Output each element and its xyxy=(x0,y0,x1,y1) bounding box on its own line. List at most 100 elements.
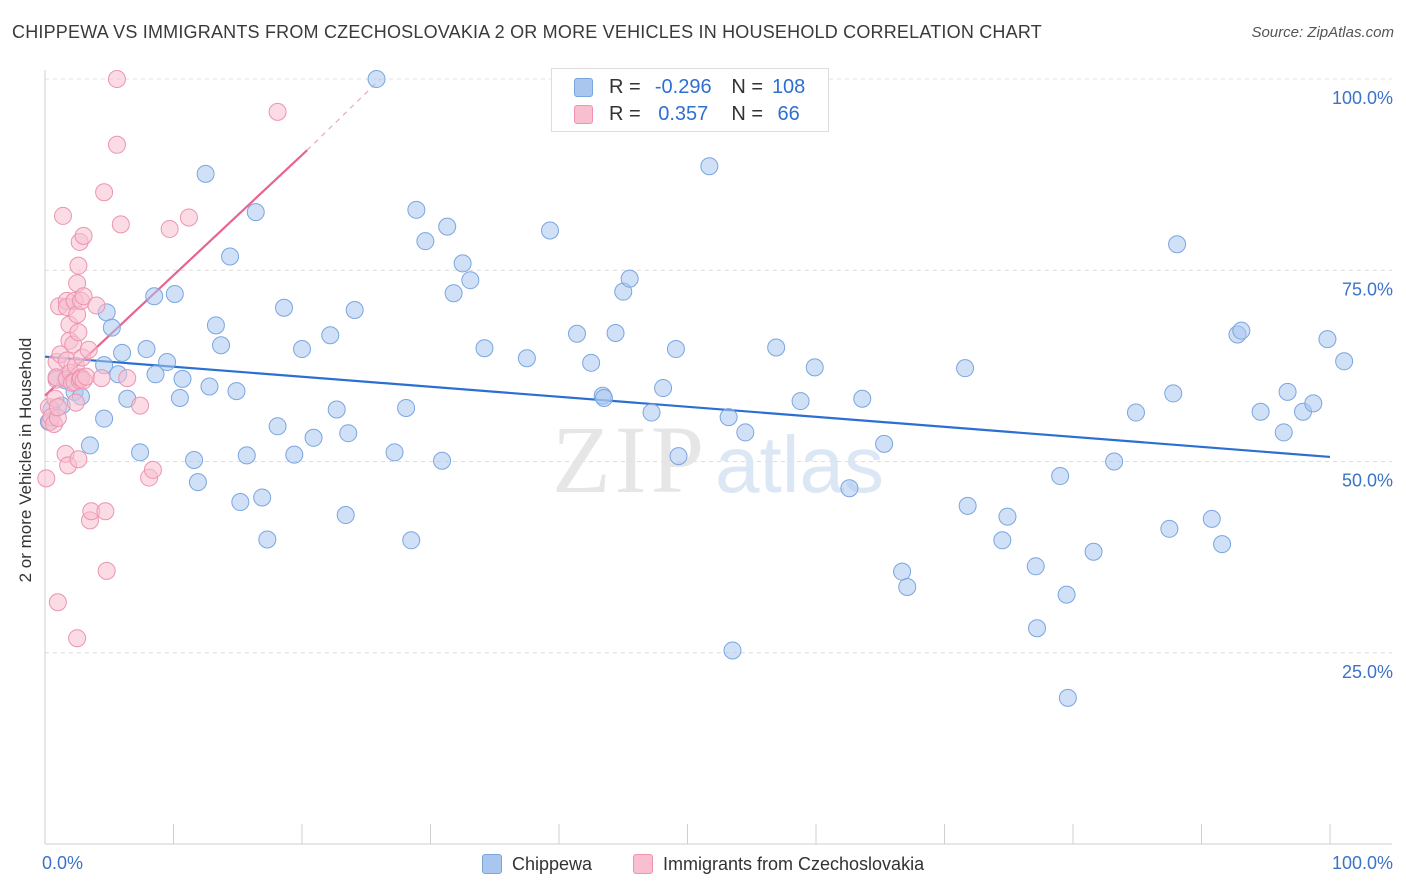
trend-lines xyxy=(44,78,1331,459)
legend-n-value-chippewa: 108 xyxy=(771,75,806,98)
data-point xyxy=(336,506,355,525)
data-point xyxy=(92,369,111,388)
data-point xyxy=(402,531,421,550)
data-point xyxy=(438,217,457,236)
data-point xyxy=(131,396,150,415)
legend-n-label: N = xyxy=(731,75,764,98)
data-point xyxy=(237,446,256,465)
data-point xyxy=(69,323,88,342)
data-point xyxy=(1202,509,1221,528)
data-point xyxy=(118,369,137,388)
data-point xyxy=(1026,557,1045,576)
data-point xyxy=(594,389,613,408)
data-point xyxy=(285,445,304,464)
data-point xyxy=(1335,352,1354,371)
data-point xyxy=(196,164,215,183)
legend-row-chippewa: R = -0.296 N = 108 xyxy=(574,74,809,100)
data-point xyxy=(268,102,287,121)
data-point xyxy=(1126,403,1145,422)
legend-swatch-czechoslovakia xyxy=(574,104,593,124)
bottom-legend-label-chippewa: Chippewa xyxy=(512,853,593,874)
data-point xyxy=(893,562,912,581)
data-point xyxy=(367,70,386,88)
data-point xyxy=(385,443,404,462)
data-point xyxy=(165,284,184,303)
data-point xyxy=(53,206,72,225)
data-point xyxy=(736,423,755,442)
data-point xyxy=(541,221,560,240)
chart-title: CHIPPEWA VS IMMIGRANTS FROM CZECHOSLOVAK… xyxy=(12,22,1042,42)
data-point xyxy=(723,641,742,660)
data-point xyxy=(1168,235,1187,254)
data-point xyxy=(253,488,272,507)
data-point xyxy=(231,493,250,512)
data-point xyxy=(143,460,162,479)
data-point xyxy=(95,183,114,202)
data-point xyxy=(107,70,126,88)
grid xyxy=(45,78,1392,654)
data-point xyxy=(200,377,219,396)
data-point xyxy=(268,417,287,436)
data-point xyxy=(95,409,114,428)
data-point xyxy=(654,379,673,398)
watermark: ZIP atlas xyxy=(552,406,884,513)
data-points xyxy=(37,70,1354,707)
data-point xyxy=(68,629,87,648)
data-point xyxy=(898,577,917,596)
bottom-legend-chippewa: Chippewa xyxy=(482,852,592,876)
legend-n-label: N = xyxy=(731,102,764,125)
data-point xyxy=(206,316,225,335)
data-point xyxy=(1105,452,1124,471)
x-tick-label-max: 100.0% xyxy=(1332,853,1393,873)
data-point xyxy=(304,428,323,447)
bottom-legend-czechoslovakia: Immigrants from Czechoslovakia xyxy=(633,852,924,876)
data-point xyxy=(111,215,130,234)
data-point xyxy=(113,343,132,362)
data-point xyxy=(87,296,106,315)
data-point xyxy=(1028,619,1047,638)
data-point xyxy=(1051,467,1070,486)
data-point xyxy=(1084,542,1103,561)
data-point xyxy=(1318,330,1337,349)
data-point xyxy=(700,157,719,176)
data-point xyxy=(179,208,198,227)
data-point xyxy=(1274,423,1293,442)
data-point xyxy=(131,443,150,462)
data-point xyxy=(96,502,115,521)
data-point xyxy=(246,203,265,222)
data-point xyxy=(327,400,346,419)
data-point xyxy=(212,336,231,355)
data-point xyxy=(102,318,121,337)
data-point xyxy=(221,247,240,266)
data-point xyxy=(258,530,277,549)
legend-r-value-chippewa: -0.296 xyxy=(654,75,712,98)
data-point xyxy=(620,269,639,288)
data-point xyxy=(956,359,975,378)
data-point xyxy=(582,353,601,372)
data-point xyxy=(567,324,586,343)
source-label: Source: ZipAtlas.com xyxy=(1251,24,1394,41)
data-point xyxy=(840,479,859,498)
tick-labels: 100.0% 75.0% 50.0% 25.0% 0.0% 100.0% xyxy=(42,88,1393,873)
data-point xyxy=(137,340,156,359)
data-point xyxy=(97,561,116,580)
data-point xyxy=(74,226,93,245)
data-point xyxy=(453,254,472,273)
data-point xyxy=(158,353,177,372)
data-point xyxy=(173,369,192,388)
legend-r-label: R = xyxy=(609,75,641,98)
data-point xyxy=(188,473,207,492)
data-point xyxy=(48,593,67,612)
bottom-legend-swatch-chippewa xyxy=(482,854,502,874)
data-point xyxy=(998,507,1017,526)
data-point xyxy=(1213,535,1232,554)
data-point xyxy=(275,298,294,317)
correlation-legend: R = -0.296 N = 108 R = 0.357 N = 66 xyxy=(551,68,829,132)
data-point xyxy=(1232,321,1251,340)
data-point xyxy=(1057,585,1076,604)
data-point xyxy=(145,287,164,306)
y-tick-label-3: 25.0% xyxy=(1342,662,1393,682)
data-point xyxy=(66,393,85,412)
data-point xyxy=(397,398,416,417)
data-point xyxy=(77,367,96,386)
